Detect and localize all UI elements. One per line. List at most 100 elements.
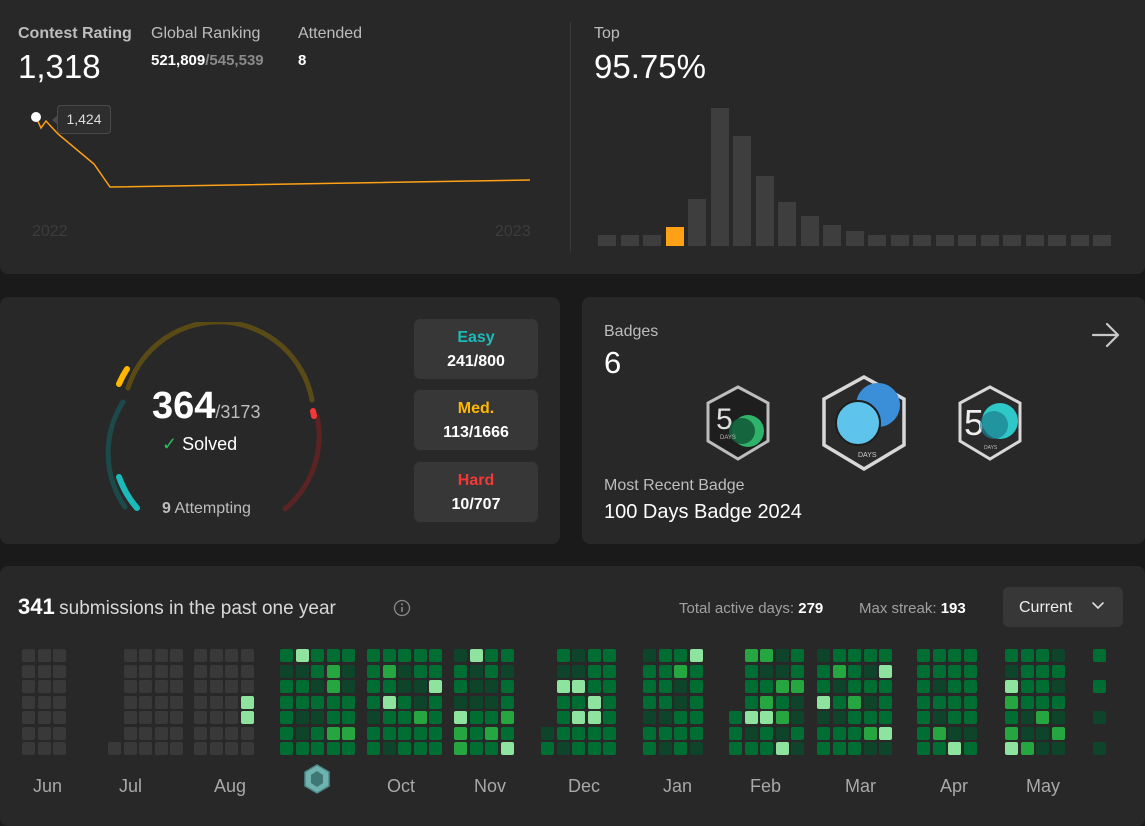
heatmap-cell[interactable] xyxy=(225,727,238,740)
heatmap-cell[interactable] xyxy=(791,680,804,693)
heatmap-cell[interactable] xyxy=(1036,665,1049,678)
heatmap-cell[interactable] xyxy=(470,680,483,693)
heatmap-cell[interactable] xyxy=(933,727,946,740)
heatmap-cell[interactable] xyxy=(414,696,427,709)
heatmap-cell[interactable] xyxy=(933,665,946,678)
heatmap-cell[interactable] xyxy=(367,680,380,693)
heatmap-cell[interactable] xyxy=(776,665,789,678)
heatmap-cell[interactable] xyxy=(485,680,498,693)
heatmap-cell[interactable] xyxy=(603,649,616,662)
heatmap-cell[interactable] xyxy=(280,649,293,662)
heatmap-cell[interactable] xyxy=(745,680,758,693)
histogram-bar[interactable] xyxy=(1093,235,1111,246)
heatmap-cell[interactable] xyxy=(603,742,616,755)
heatmap-cell[interactable] xyxy=(210,680,223,693)
heatmap-cell[interactable] xyxy=(22,665,35,678)
heatmap-cell[interactable] xyxy=(429,696,442,709)
heatmap-cell[interactable] xyxy=(398,665,411,678)
heatmap-cell[interactable] xyxy=(791,696,804,709)
heatmap-cell[interactable] xyxy=(398,680,411,693)
heatmap-cell[interactable] xyxy=(1021,742,1034,755)
heatmap-cell[interactable] xyxy=(170,696,183,709)
contest-histogram[interactable] xyxy=(598,102,1118,246)
heatmap-cell[interactable] xyxy=(643,711,656,724)
heatmap-cell[interactable] xyxy=(643,742,656,755)
heatmap-cell[interactable] xyxy=(848,696,861,709)
heatmap-cell[interactable] xyxy=(643,727,656,740)
heatmap-cell[interactable] xyxy=(964,711,977,724)
histogram-bar[interactable] xyxy=(598,235,616,246)
heatmap-cell[interactable] xyxy=(659,727,672,740)
heatmap-cell[interactable] xyxy=(674,680,687,693)
heatmap-cell[interactable] xyxy=(398,727,411,740)
heatmap-cell[interactable] xyxy=(1005,727,1018,740)
heatmap-cell[interactable] xyxy=(139,696,152,709)
heatmap-cell[interactable] xyxy=(879,711,892,724)
histogram-bar[interactable] xyxy=(711,108,729,246)
heatmap-cell[interactable] xyxy=(674,649,687,662)
heatmap-cell[interactable] xyxy=(848,649,861,662)
heatmap-cell[interactable] xyxy=(327,742,340,755)
heatmap-cell[interactable] xyxy=(155,696,168,709)
heatmap-cell[interactable] xyxy=(225,711,238,724)
histogram-bar[interactable] xyxy=(1071,235,1089,246)
heatmap-cell[interactable] xyxy=(139,665,152,678)
heatmap-cell[interactable] xyxy=(572,696,585,709)
histogram-bar[interactable] xyxy=(1003,235,1021,246)
heatmap-cell[interactable] xyxy=(454,742,467,755)
heatmap-cell[interactable] xyxy=(1093,742,1106,755)
heatmap-cell[interactable] xyxy=(603,696,616,709)
heatmap-cell[interactable] xyxy=(225,742,238,755)
heatmap-cell[interactable] xyxy=(429,680,442,693)
heatmap-cell[interactable] xyxy=(879,649,892,662)
heatmap-cell[interactable] xyxy=(572,665,585,678)
heatmap-cell[interactable] xyxy=(53,696,66,709)
heatmap-cell[interactable] xyxy=(760,727,773,740)
heatmap-cell[interactable] xyxy=(139,727,152,740)
heatmap-cell[interactable] xyxy=(414,711,427,724)
heatmap-cell[interactable] xyxy=(210,665,223,678)
heatmap-cell[interactable] xyxy=(311,696,324,709)
heatmap-cell[interactable] xyxy=(776,649,789,662)
heatmap-cell[interactable] xyxy=(296,665,309,678)
heatmap-cell[interactable] xyxy=(603,665,616,678)
easy-stat-box[interactable]: Easy 241/800 xyxy=(414,319,538,379)
heatmap-cell[interactable] xyxy=(470,665,483,678)
heatmap-cell[interactable] xyxy=(1052,696,1065,709)
heatmap-cell[interactable] xyxy=(485,742,498,755)
heatmap-cell[interactable] xyxy=(557,727,570,740)
heatmap-cell[interactable] xyxy=(296,711,309,724)
heatmap-cell[interactable] xyxy=(210,742,223,755)
heatmap-cell[interactable] xyxy=(327,696,340,709)
heatmap-cell[interactable] xyxy=(210,727,223,740)
heatmap-cell[interactable] xyxy=(572,727,585,740)
heatmap-cell[interactable] xyxy=(588,649,601,662)
50-days-badge-icon[interactable]: 5 DAYS xyxy=(702,383,774,463)
heatmap-cell[interactable] xyxy=(383,742,396,755)
heatmap-cell[interactable] xyxy=(848,727,861,740)
heatmap-cell[interactable] xyxy=(38,649,51,662)
heatmap-cell[interactable] xyxy=(1036,680,1049,693)
heatmap-cell[interactable] xyxy=(1005,711,1018,724)
heatmap-cell[interactable] xyxy=(557,711,570,724)
heatmap-cell[interactable] xyxy=(225,680,238,693)
heatmap-cell[interactable] xyxy=(124,680,137,693)
heatmap-cell[interactable] xyxy=(1052,680,1065,693)
heatmap-cell[interactable] xyxy=(776,727,789,740)
heatmap-cell[interactable] xyxy=(414,727,427,740)
heatmap-cell[interactable] xyxy=(917,727,930,740)
heatmap-cell[interactable] xyxy=(170,665,183,678)
heatmap-cell[interactable] xyxy=(690,696,703,709)
medium-stat-box[interactable]: Med. 113/1666 xyxy=(414,390,538,450)
heatmap-cell[interactable] xyxy=(817,665,830,678)
heatmap-cell[interactable] xyxy=(1052,727,1065,740)
heatmap-cell[interactable] xyxy=(454,649,467,662)
heatmap-cell[interactable] xyxy=(760,711,773,724)
heatmap-cell[interactable] xyxy=(1005,742,1018,755)
heatmap-cell[interactable] xyxy=(296,649,309,662)
heatmap-cell[interactable] xyxy=(690,742,703,755)
heatmap-cell[interactable] xyxy=(817,680,830,693)
heatmap-cell[interactable] xyxy=(948,727,961,740)
heatmap-cell[interactable] xyxy=(674,711,687,724)
heatmap-cell[interactable] xyxy=(194,696,207,709)
